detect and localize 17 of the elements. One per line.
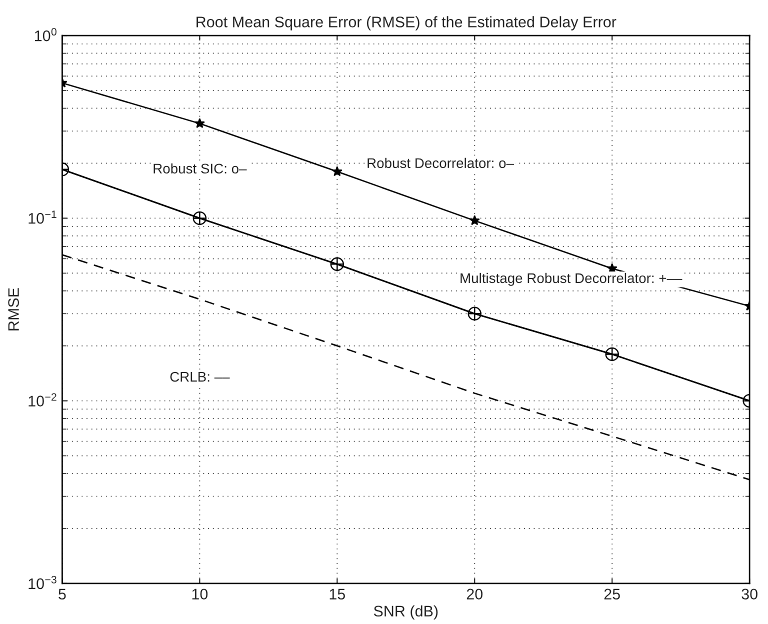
annotation: Multistage Robust Decorrelator: +–– — [460, 272, 682, 286]
x-tick-label: 10 — [192, 588, 208, 600]
annotation: CRLB: –– — [170, 372, 230, 382]
annotation: Robust SIC: o– — [154, 163, 247, 174]
x-tick-label: 5 — [58, 588, 66, 600]
annotation: Robust Decorrelator: o– — [368, 158, 514, 168]
y-axis-title: RMSE — [8, 288, 19, 330]
x-tick-label: 25 — [604, 588, 620, 600]
x-axis-title: SNR (dB) — [374, 605, 438, 620]
chart-title: Root Mean Square Error (RMSE) of the Estimated Delay Error — [196, 16, 616, 30]
x-tick-label: 20 — [466, 588, 483, 600]
y-tick-label: 10$^{0}$ — [34, 28, 56, 42]
y-tick-label: 10$^{−3}$ — [28, 576, 56, 590]
x-tick-label: 15 — [330, 588, 346, 600]
y-tick-label: 10$^{−2}$ — [28, 393, 56, 406]
x-tick-label: 30 — [742, 588, 758, 600]
y-tick-label: 10$^{−1}$ — [28, 210, 56, 224]
